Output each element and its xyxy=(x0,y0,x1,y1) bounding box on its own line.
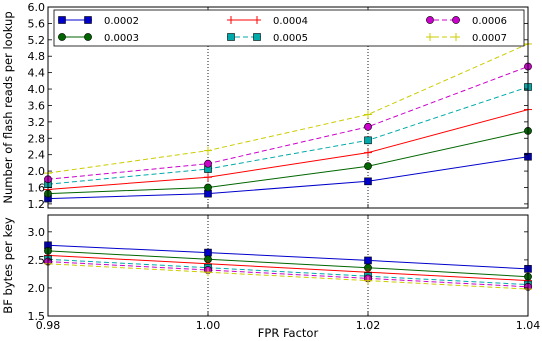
bot-y-tick-label: 2.5 xyxy=(28,254,46,267)
legend-item-0.0005: 0.0005 xyxy=(227,33,308,44)
top-y-axis-label: Number of flash reads per lookup xyxy=(1,11,15,203)
top-y-tick-label: 2.0 xyxy=(28,165,46,178)
legend-item-0.0003: 0.0003 xyxy=(58,33,139,44)
data-point-0.0005 xyxy=(364,136,372,145)
legend-marker xyxy=(253,33,261,41)
legend-item-0.0002: 0.0002 xyxy=(58,16,139,27)
series-line-0.0005 xyxy=(47,258,529,286)
legend-marker xyxy=(227,16,235,24)
legend-label: 0.0003 xyxy=(104,33,139,44)
legend-marker xyxy=(426,16,434,24)
series-0.0003 xyxy=(44,247,532,281)
bottom-ticks: 1.5 2.0 2.5 3.0 0.98 1.00 1.02 1.04 xyxy=(28,215,541,332)
series-line-0.0004 xyxy=(47,254,529,282)
bottom-y-axis-label: BF bytes per key xyxy=(1,217,15,314)
data-point-0.0002 xyxy=(204,248,212,257)
bf-bytes-panel: 1.5 2.0 2.5 3.0 0.98 1.00 1.02 1.04 BF bytes pe… xyxy=(1,214,541,340)
series-line-0.0002 xyxy=(47,156,529,200)
top-y-tick-label: 1.6 xyxy=(28,181,46,194)
series-0.0004 xyxy=(44,105,532,194)
top-ticks: 1.2 1.6 2.0 2.4 2.8 3.2 3.6 4.0 4.4 4.8 5.2 5.6 6.0 xyxy=(28,1,529,211)
bot-y-tick-label: 1.5 xyxy=(28,310,46,323)
legend-label: 0.0004 xyxy=(273,16,308,27)
legend-marker xyxy=(452,16,460,24)
bottom-plot-frame xyxy=(47,214,529,317)
bot-x-tick-label: 0.98 xyxy=(36,319,61,332)
legend-marker xyxy=(227,33,235,41)
data-point-0.0003 xyxy=(364,162,372,171)
bot-x-tick-label: 1.02 xyxy=(356,319,381,332)
series-0.0005 xyxy=(44,83,532,189)
bot-x-tick-label: 1.00 xyxy=(196,319,221,332)
data-point-0.0002 xyxy=(364,177,372,186)
top-plot-frame xyxy=(47,6,529,209)
data-point-0.0006 xyxy=(364,122,372,131)
data-point-0.0004 xyxy=(364,148,372,157)
top-series-group xyxy=(44,39,532,203)
bot-y-tick-label: 2.0 xyxy=(28,282,46,295)
legend-marker xyxy=(58,16,66,24)
flash-reads-panel: 1.21.62.02.42.83.23.64.04.44.85.25.66.0 … xyxy=(1,1,532,211)
bot-y-tick-label: 3.0 xyxy=(28,226,46,239)
series-0.0007 xyxy=(44,39,532,178)
legend-marker xyxy=(426,33,434,41)
legend-marker xyxy=(84,33,92,41)
top-y-tick-label: 4.0 xyxy=(28,83,46,96)
x-axis-label: FPR Factor xyxy=(258,326,319,340)
data-point-0.0003 xyxy=(204,183,212,192)
top-y-tick-label: 4.4 xyxy=(28,67,46,80)
top-y-tick-label: 3.2 xyxy=(28,116,46,129)
legend-item-0.0006: 0.0006 xyxy=(426,16,507,27)
series-line-0.0003 xyxy=(47,250,529,278)
data-point-0.0007 xyxy=(204,268,212,277)
bot-x-tick-label: 1.04 xyxy=(516,319,541,332)
series-line-0.0006 xyxy=(47,261,529,288)
legend-box xyxy=(53,9,525,47)
legend-marker xyxy=(58,33,66,41)
legend-label: 0.0006 xyxy=(472,16,507,27)
top-y-tick-label: 2.8 xyxy=(28,132,46,145)
series-0.0002 xyxy=(44,152,532,203)
top-y-tick-label: 5.6 xyxy=(28,17,46,30)
data-point-0.0002 xyxy=(364,256,372,265)
series-line-0.0002 xyxy=(47,244,529,270)
legend-marker xyxy=(84,16,92,24)
bottom-series-group xyxy=(44,241,532,294)
top-y-tick-label: 5.2 xyxy=(28,34,46,47)
top-y-tick-label: 2.4 xyxy=(28,149,46,162)
series-line-0.0007 xyxy=(47,43,529,174)
legend-label: 0.0002 xyxy=(104,16,139,27)
data-point-0.0007 xyxy=(204,146,212,155)
legend: 0.0002 0.0003 0.0004 0.0005 0.0006 0.0007 xyxy=(53,9,525,47)
top-y-tick-label: 4.8 xyxy=(28,50,46,63)
top-y-tick-label: 1.2 xyxy=(28,198,46,211)
legend-label: 0.0007 xyxy=(472,33,507,44)
bottom-grid xyxy=(207,215,369,316)
legend-label: 0.0005 xyxy=(273,33,308,44)
legend-marker xyxy=(452,33,460,41)
series-0.0003 xyxy=(44,126,532,198)
legend-marker xyxy=(253,16,261,24)
data-point-0.0007 xyxy=(364,276,372,285)
data-point-0.0004 xyxy=(204,173,212,182)
series-line-0.0004 xyxy=(47,109,529,190)
series-line-0.0006 xyxy=(47,66,529,180)
series-line-0.0005 xyxy=(47,86,529,185)
legend-item-0.0007: 0.0007 xyxy=(426,33,507,44)
legend-item-0.0004: 0.0004 xyxy=(227,16,308,27)
top-y-tick-label: 3.6 xyxy=(28,99,46,112)
data-point-0.0006 xyxy=(204,159,212,168)
data-point-0.0007 xyxy=(364,110,372,119)
series-line-0.0003 xyxy=(47,130,529,195)
top-y-tick-label: 6.0 xyxy=(28,1,46,14)
series-line-0.0007 xyxy=(47,263,529,290)
